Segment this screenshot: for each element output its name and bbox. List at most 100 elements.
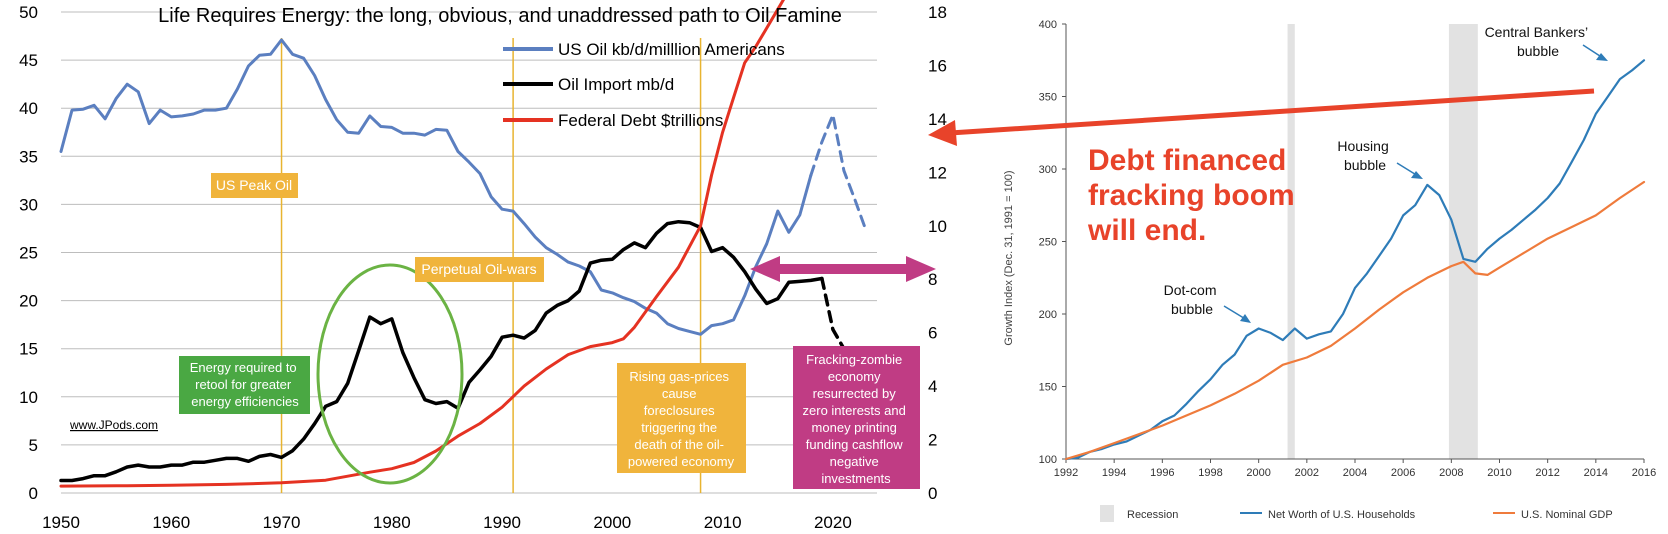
- series-line-u-s-nominal-gdp: [1064, 180, 1646, 461]
- legend-label-oil-import: Oil Import mb/d: [558, 75, 674, 94]
- y-tick-label-left: 25: [19, 244, 38, 263]
- y-tick-label-left: 45: [19, 51, 38, 70]
- y-tick-label-right: 14: [928, 110, 947, 129]
- x-tick-label: 2010: [1487, 467, 1511, 479]
- y-tick-label: 300: [1039, 164, 1057, 176]
- y-tick-label: 150: [1039, 382, 1057, 394]
- debt-overlay-text: Debt financed fracking boom will end.: [1087, 144, 1303, 247]
- y-tick-label-right: 4: [928, 377, 937, 396]
- x-tick-label: 2000: [593, 513, 631, 532]
- recession-band: [1287, 24, 1295, 459]
- series-line-net-worth-of-u-s-households: [1064, 59, 1646, 461]
- watermark: www.JPods.com: [69, 418, 158, 432]
- rising-gas-label: Rising gas-prices cause foreclosures tri…: [628, 369, 735, 469]
- x-tick-label: 2006: [1391, 467, 1415, 479]
- x-tick-label: 2000: [1246, 467, 1270, 479]
- debt-arrow-head: [928, 120, 957, 146]
- legend-label-net-worth: Net Worth of U.S. Households: [1268, 509, 1416, 521]
- legend-label-us-oil: US Oil kb/d/milllion Americans: [558, 40, 785, 59]
- x-tick-label: 2012: [1535, 467, 1559, 479]
- x-tick-label: 2004: [1343, 467, 1367, 479]
- series-line-us-oil-kb-d-milllion-americans-projected-: [809, 113, 868, 232]
- y-tick-label-right: 12: [928, 163, 947, 182]
- y-tick-label: 400: [1039, 19, 1057, 31]
- peak-oil-box: [211, 173, 298, 198]
- y-tick-label-right: 6: [928, 324, 937, 343]
- x-tick-label: 2008: [1439, 467, 1463, 479]
- y-tick-label-left: 10: [19, 388, 38, 407]
- green-circle-annotation: [316, 263, 464, 485]
- y-tick-label: 250: [1039, 237, 1057, 249]
- left-y-ticks: 0 5 10 15 20 25 30 35 40 45 50: [19, 3, 38, 503]
- x-tick-label: 1990: [483, 513, 521, 532]
- magenta-double-arrow: [750, 256, 936, 282]
- dotcom-bubble-label: Dot-com bubble: [1164, 282, 1221, 317]
- series-line-federal-debt-trillions: [59, 0, 786, 488]
- legend-label-debt: Federal Debt $trillions: [558, 111, 723, 130]
- y-tick-label: 200: [1039, 309, 1057, 321]
- x-tick-label: 1998: [1198, 467, 1222, 479]
- fracking-zombie-label: Fracking-zombie economy resurrected by z…: [803, 352, 910, 486]
- x-tick-label: 1994: [1102, 467, 1126, 479]
- recession-bands: [1287, 24, 1478, 459]
- housing-bubble-label: Housing bubble: [1337, 138, 1392, 173]
- x-tick-label: 1980: [373, 513, 411, 532]
- right-chart-series: [1064, 59, 1646, 461]
- x-tick-label: 1992: [1054, 467, 1078, 479]
- energy-required-box: [179, 356, 310, 414]
- x-tick-label: 1996: [1150, 467, 1174, 479]
- oil-wars-label: Perpetual Oil-wars: [421, 261, 536, 277]
- x-tick-label: 2014: [1584, 467, 1608, 479]
- y-tick-label-left: 30: [19, 195, 38, 214]
- left-legend: US Oil kb/d/milllion Americans Oil Impor…: [503, 40, 785, 130]
- debt-arrow-line: [949, 88, 1595, 136]
- x-tick-label: 2002: [1295, 467, 1319, 479]
- x-tick-label: 1960: [152, 513, 190, 532]
- left-chart: 0 5 10 15 20 25 30 35 40 45 50 0 2 4 6 8 10 12 14 16 18 195…: [19, 0, 947, 532]
- right-chart: 100 150 200 250 300 350 400 1992 1994 1996 1998 200…: [1003, 19, 1656, 522]
- x-tick-label: 1950: [42, 513, 80, 532]
- right-y-axis-label: Growth Index (Dec. 31, 1991 = 100): [1003, 170, 1015, 345]
- y-tick-label: 350: [1039, 92, 1057, 104]
- y-tick-label-left: 50: [19, 3, 38, 22]
- energy-required-label: Energy required to retool for greater en…: [190, 360, 301, 409]
- y-tick-label-left: 15: [19, 340, 38, 359]
- right-y-ticks: 0 2 4 6 8 10 12 14 16 18: [928, 3, 947, 503]
- y-tick-label-right: 2: [928, 431, 937, 450]
- dotcom-arrow: [1223, 305, 1251, 323]
- y-tick-label-left: 5: [29, 436, 38, 455]
- left-x-ticks: 1950 1960 1970 1980 1990 2000 2010 2020: [42, 513, 852, 532]
- series-line-us-oil-kb-d-milllion-americans: [59, 38, 813, 336]
- y-tick-label-right: 8: [928, 270, 937, 289]
- oil-wars-box: [415, 257, 544, 282]
- y-tick-label-right: 16: [928, 56, 947, 75]
- x-tick-label: 2010: [704, 513, 742, 532]
- y-tick-label-right: 10: [928, 217, 947, 236]
- y-tick-label-left: 40: [19, 99, 38, 118]
- y-tick-label-right: 18: [928, 3, 947, 22]
- right-chart-axes: 100 150 200 250 300 350 400 1992 1994 1996 1998 200…: [1039, 19, 1657, 479]
- series-line-oil-import-mb-d: [59, 219, 824, 483]
- y-tick-label: 100: [1039, 454, 1057, 466]
- legend-label-gdp: U.S. Nominal GDP: [1521, 509, 1613, 521]
- peak-oil-label: US Peak Oil: [216, 177, 292, 193]
- debt-overlay: Debt financed fracking boom will end.: [928, 88, 1595, 247]
- central-bankers-arrow: [1582, 44, 1608, 61]
- y-tick-label-left: 20: [19, 292, 38, 311]
- recession-band: [1448, 24, 1478, 459]
- x-tick-label: 1970: [263, 513, 301, 532]
- chart-title: Life Requires Energy: the long, obvious,…: [158, 5, 842, 27]
- y-tick-label-left: 0: [29, 484, 38, 503]
- fracking-zombie-box: [793, 346, 920, 489]
- legend-swatch-recession: [1100, 505, 1114, 522]
- legend-label-recession: Recession: [1127, 509, 1178, 521]
- housing-arrow: [1396, 162, 1423, 179]
- x-tick-label: 2016: [1632, 467, 1656, 479]
- left-gridlines: [61, 11, 877, 494]
- rising-gas-box: [617, 363, 746, 473]
- right-legend: Recession Net Worth of U.S. Households U…: [1100, 505, 1613, 522]
- y-tick-label-right: 0: [928, 484, 937, 503]
- central-bankers-bubble-label: Central Bankers’ bubble: [1485, 24, 1592, 59]
- x-tick-label: 2020: [814, 513, 852, 532]
